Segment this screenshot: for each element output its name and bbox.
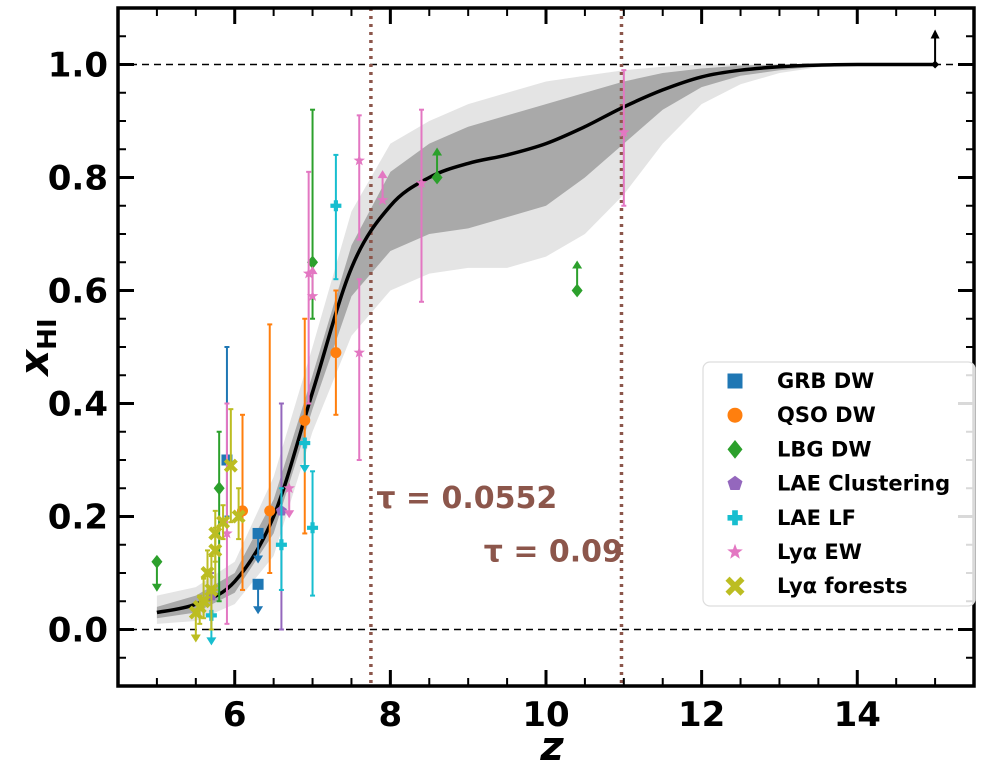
point-s5-3 bbox=[306, 290, 319, 301]
x-axis-label: z bbox=[539, 724, 564, 770]
point-s2-4-limit-arrow bbox=[572, 260, 583, 269]
point-s4-0-limit-arrow bbox=[206, 637, 217, 646]
point-s0-1 bbox=[252, 527, 264, 539]
point-s5-0 bbox=[221, 527, 233, 539]
series-ly-ew bbox=[221, 69, 630, 625]
point-s5-7 bbox=[415, 177, 428, 188]
point-s5-8 bbox=[618, 126, 630, 138]
legend-marker-4 bbox=[727, 510, 743, 526]
point-s1-1 bbox=[264, 505, 276, 517]
y-axis-label-group: xHI bbox=[12, 318, 63, 377]
legend-label-4: LAE LF bbox=[777, 506, 856, 530]
y-tick-label-0: 0.0 bbox=[48, 611, 108, 651]
point-s2-1 bbox=[213, 481, 225, 496]
point-s5-6 bbox=[376, 194, 389, 205]
point-s0-2-limit-arrow bbox=[253, 606, 264, 615]
point-s2-0 bbox=[151, 554, 163, 569]
point-s2-3-limit-arrow bbox=[432, 147, 443, 156]
point-s4-2-limit-arrow bbox=[299, 465, 310, 474]
y-tick-label-0.4: 0.4 bbox=[48, 385, 108, 425]
y-tick-label-0.6: 0.6 bbox=[48, 272, 108, 312]
x-tick-label-8: 8 bbox=[379, 695, 403, 735]
plot-frame bbox=[116, 6, 976, 688]
data-points bbox=[151, 29, 940, 646]
confidence-bands bbox=[156, 64, 936, 624]
legend-marker-0 bbox=[727, 373, 743, 389]
series-ly-forests bbox=[188, 408, 246, 643]
tau-label-0: τ = 0.0552 bbox=[376, 481, 557, 516]
point-s0-2 bbox=[252, 578, 264, 590]
point-s6-6 bbox=[223, 458, 238, 473]
y-axis-label: xHI bbox=[12, 318, 63, 377]
point-s6-9 bbox=[204, 582, 219, 597]
point-s5-6-limit-arrow bbox=[377, 170, 388, 179]
point-s2-4 bbox=[571, 283, 583, 298]
x-tick-label-6: 6 bbox=[223, 695, 247, 735]
tau-annotations: τ = 0.0552 τ = 0.09 bbox=[376, 481, 623, 570]
median-curve-group bbox=[156, 62, 936, 615]
tick-labels: 6 8 10 12 14 0.0 0.2 0.4 0.6 0.8 1.0 bbox=[48, 46, 881, 736]
y-tick-label-0.8: 0.8 bbox=[48, 159, 108, 199]
point-s6-0-limit-arrow bbox=[190, 634, 201, 643]
legend-label-0: GRB DW bbox=[777, 369, 874, 393]
legend-marker-6 bbox=[725, 576, 745, 596]
highz-limit-arrow bbox=[930, 29, 940, 39]
y-tick-label-0.2: 0.2 bbox=[48, 498, 108, 538]
point-s5-1-limit-arrow bbox=[284, 510, 295, 519]
legend-label-2: LBG DW bbox=[777, 437, 872, 461]
legend-label-3: LAE Clustering bbox=[777, 472, 950, 496]
point-s2-2 bbox=[307, 255, 319, 270]
point-s0-1-limit-arrow bbox=[253, 555, 264, 564]
y-axis-label-main: x bbox=[12, 349, 58, 378]
point-s6-7 bbox=[231, 509, 246, 524]
point-s6-8 bbox=[208, 543, 223, 558]
legend-label-6: Lyα forests bbox=[777, 574, 908, 598]
highz-limit-marker bbox=[931, 60, 940, 69]
legend-label-1: QSO DW bbox=[777, 403, 876, 427]
point-s4-2 bbox=[299, 437, 311, 449]
point-s5-4 bbox=[353, 154, 365, 166]
tau-label-1: τ = 0.09 bbox=[484, 535, 623, 570]
point-s6-5 bbox=[216, 515, 231, 530]
point-s4-4 bbox=[330, 200, 342, 212]
point-s1-2 bbox=[299, 414, 311, 426]
legend-marker-5 bbox=[727, 543, 743, 559]
legend-marker-3 bbox=[727, 475, 743, 490]
legend: GRB DW QSO DW LBG DW LAE Clustering LAE LF Ly… bbox=[702, 361, 976, 607]
band-68 bbox=[156, 64, 936, 619]
x-tick-label-14: 14 bbox=[834, 695, 881, 735]
point-s5-5 bbox=[353, 346, 365, 358]
median-curve bbox=[156, 62, 936, 615]
point-s4-3 bbox=[307, 522, 319, 534]
legend-frame bbox=[702, 361, 976, 607]
series-qso-dw bbox=[237, 289, 342, 591]
point-s5-3-limit-arrow bbox=[307, 266, 318, 275]
point-s1-3 bbox=[330, 347, 342, 359]
point-s2-3 bbox=[431, 170, 443, 185]
y-tick-label-1: 1.0 bbox=[48, 46, 108, 86]
x-tick-label-10: 10 bbox=[522, 695, 569, 735]
legend-marker-1 bbox=[727, 407, 743, 423]
series-lae-lf bbox=[205, 153, 342, 646]
point-s5-1 bbox=[283, 482, 295, 494]
y-axis-label-subscript: HI bbox=[33, 318, 63, 349]
point-s4-1 bbox=[275, 539, 287, 551]
legend-marker-2 bbox=[727, 440, 743, 459]
x-tick-label-12: 12 bbox=[678, 695, 725, 735]
legend-label-5: Lyα EW bbox=[777, 540, 862, 564]
point-s2-0-limit-arrow bbox=[151, 583, 162, 592]
